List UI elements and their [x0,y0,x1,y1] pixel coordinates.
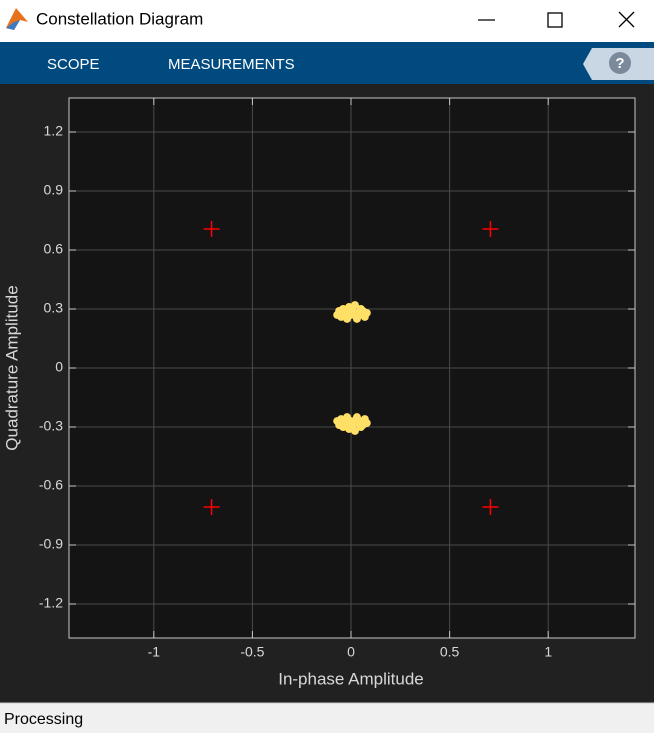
reference-point [203,220,220,237]
reference-point [203,499,220,516]
toolbar [0,42,654,84]
x-tick-label: 0 [347,644,355,660]
measurements-tab[interactable]: MEASUREMENTS [168,56,295,73]
help-icon[interactable] [609,52,631,74]
reference-point [482,499,499,516]
title-bar [0,0,654,42]
y-tick-label: -0.9 [39,536,63,552]
app-icon-shade [6,20,20,30]
y-axis-label: Quadrature Amplitude [2,285,21,450]
status-text: Processing [4,711,83,728]
y-tick-label: 0 [55,359,63,375]
status-bar [0,703,654,733]
signal-point [358,421,367,430]
x-tick-label: 0.5 [440,644,460,660]
scope-tab[interactable]: SCOPE [47,56,100,73]
y-tick-label: -0.6 [39,477,63,493]
plot: -1 -0.5 0 0.5 1 -1.2 -0.9 -0.6 -0.3 0 0.3 0.6 0.9 1.2 [39,98,635,660]
y-tick-label: 0.9 [44,182,64,198]
signal-point [350,308,359,317]
y-tick-label: -1.2 [39,595,63,611]
maximize-button[interactable] [547,12,563,28]
window-title: Constellation Diagram [36,9,203,28]
signal-point [343,417,352,426]
signal-point [350,419,359,428]
signal-point [343,310,352,319]
x-tick-label: -0.5 [240,644,264,660]
y-tick-label: -0.3 [39,418,63,434]
help-label: ? [615,55,624,72]
close-button[interactable] [618,11,635,28]
y-tick-label: 0.3 [44,300,64,316]
axes-box [68,97,636,639]
y-tick-label: 1.2 [44,123,64,139]
x-tick-label: -1 [148,644,161,660]
y-tick-label: 0.6 [44,241,64,257]
reference-point [482,220,499,237]
signal-point [337,421,346,430]
x-tick-label: 1 [544,644,552,660]
signal-point [337,306,346,315]
signal-point [358,306,367,315]
x-axis-label: In-phase Amplitude [278,669,424,688]
